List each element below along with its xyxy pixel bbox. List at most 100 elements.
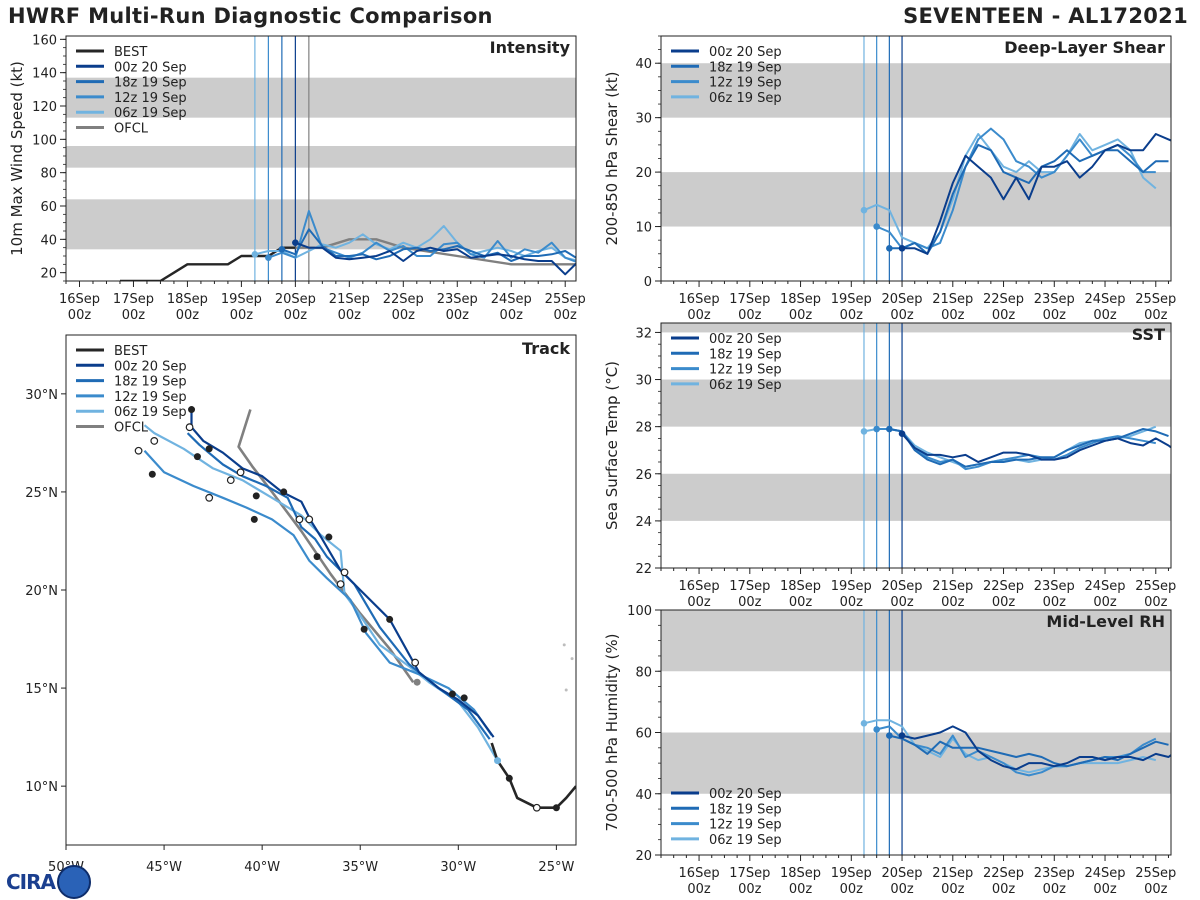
y-tick-label: 32 <box>635 326 652 341</box>
track-dot-closed <box>280 488 288 496</box>
init-marker-12z-19-Sep <box>873 425 880 433</box>
legend-label: OFCL <box>114 421 149 436</box>
track-dot-open <box>236 468 245 477</box>
series-line-12z-19-Sep <box>268 210 576 263</box>
y-tick-label: 60 <box>635 727 652 742</box>
panel-title: Mid-Level RH <box>1046 612 1165 631</box>
track-dot-open <box>185 423 194 432</box>
island-speck <box>562 643 566 647</box>
y-tick-label: 24 <box>635 515 652 530</box>
panel-intensity: 16Sep 00z 17Sep 00z 18Sep 00z 19Sep 00z 20Sep 00z… <box>8 33 586 323</box>
x-tick-label: 18Sep 00z <box>780 866 821 897</box>
x-tick-label: 25Sep 00z <box>545 292 586 323</box>
track-dot-closed <box>193 453 201 461</box>
track-dot-closed <box>313 553 321 561</box>
init-marker-12z-19-Sep <box>873 223 880 230</box>
x-tick-label: 23Sep 00z <box>437 292 478 323</box>
init-marker-18z-19-Sep <box>886 245 893 252</box>
figure-title-left: HWRF Multi-Run Diagnostic Comparison <box>8 4 493 28</box>
cira-logo-text: CIRA <box>6 870 56 894</box>
x-tick-label: 17Sep 00z <box>729 579 770 610</box>
series-line-18z-19-Sep <box>889 734 1169 768</box>
legend-label: 00z 20 Sep <box>114 60 187 75</box>
x-tick-label: 23Sep 00z <box>1034 866 1075 897</box>
y-axis-label: Sea Surface Temp (°C) <box>603 361 621 530</box>
track-dot-open <box>532 803 541 812</box>
y-tick-label: 120 <box>32 100 57 115</box>
x-tick-label: 17Sep 00z <box>729 866 770 897</box>
x-tick-label: 16Sep 00z <box>679 292 720 323</box>
x-tick-label: 24Sep 00z <box>1085 866 1126 897</box>
track-dot-closed <box>505 774 513 782</box>
panel-track: 50°W45°W40°W35°W30°W25°W10°N15°N20°N25°N… <box>25 334 577 875</box>
x-tick-label: 24Sep 00z <box>1085 292 1126 323</box>
x-tick-label: 24Sep 00z <box>1085 579 1126 610</box>
x-tick-label: 20Sep 00z <box>882 292 923 323</box>
track-dot-open <box>226 476 235 485</box>
track-dot-open <box>305 515 314 524</box>
x-tick-label: 25Sep 00z <box>1135 292 1176 323</box>
legend-label: 12z 19 Sep <box>114 91 187 106</box>
legend-label: 18z 19 Sep <box>114 375 187 390</box>
y-tick-label: 30 <box>635 374 652 389</box>
init-marker-00z-20-Sep <box>292 239 299 246</box>
shaded-band-0 <box>661 473 1171 521</box>
y-tick-label: 28 <box>635 421 652 436</box>
legend-label: 18z 19 Sep <box>114 76 187 91</box>
x-tick-label: 18Sep 00z <box>167 292 208 323</box>
legend-label: 00z 20 Sep <box>114 359 187 374</box>
track-init-marker <box>494 757 502 765</box>
series-line-00z-20-Sep <box>901 433 1171 463</box>
legend-label: 06z 19 Sep <box>709 91 782 106</box>
init-marker-18z-19-Sep <box>278 246 286 253</box>
y-tick-label: 10 <box>635 221 652 236</box>
init-marker-06z-19-Sep <box>860 720 868 727</box>
island-speck <box>564 688 568 692</box>
legend-label: 18z 19 Sep <box>709 60 782 75</box>
panel-title: Intensity <box>490 38 571 57</box>
x-tick-label: 23Sep 00z <box>1034 292 1075 323</box>
shaded-band-0 <box>66 199 576 250</box>
x-tick-label: 21Sep 00z <box>329 292 370 323</box>
series-line-06z-19-Sep <box>863 133 1157 250</box>
y-axis-label: 10m Max Wind Speed (kt) <box>8 61 26 256</box>
track-dot-closed <box>448 690 456 698</box>
series-line-18z-19-Sep <box>889 143 1169 255</box>
x-tick-label: 35°W <box>342 860 378 875</box>
legend-label: 12z 19 Sep <box>114 390 187 405</box>
x-tick-label: 18Sep 00z <box>780 292 821 323</box>
series-line-06z-19-Sep <box>863 719 1157 774</box>
x-tick-label: 16Sep 00z <box>59 292 100 323</box>
x-tick-label: 30°W <box>440 860 476 875</box>
cira-globe-icon <box>57 865 91 899</box>
x-tick-label: 40°W <box>244 860 280 875</box>
init-marker-00z-20-Sep <box>898 245 906 252</box>
init-marker-18z-19-Sep <box>886 732 893 739</box>
legend-label: 06z 19 Sep <box>709 378 782 393</box>
track-dot-closed <box>460 694 468 702</box>
x-tick-label: 18Sep 00z <box>780 579 821 610</box>
legend-label: BEST <box>114 344 147 359</box>
shaded-band-2 <box>66 77 576 118</box>
y-tick-label: 25°N <box>25 486 58 501</box>
track-dot-closed <box>325 533 333 541</box>
init-marker-06z-19-Sep <box>860 206 868 214</box>
track-line-00z-20-Sep <box>190 409 495 738</box>
y-tick-label: 60 <box>40 200 57 215</box>
legend-label: 00z 20 Sep <box>709 45 782 60</box>
x-tick-label: 19Sep 00z <box>831 579 872 610</box>
y-tick-label: 15°N <box>25 682 58 697</box>
x-tick-label: 19Sep 00z <box>221 292 262 323</box>
x-tick-label: 22Sep 00z <box>383 292 424 323</box>
legend-label: 00z 20 Sep <box>709 787 782 802</box>
shaded-band-1 <box>661 63 1171 118</box>
shaded-band-1 <box>66 146 576 168</box>
y-tick-label: 100 <box>627 604 652 619</box>
series-line-18z-19-Sep <box>281 228 576 262</box>
y-tick-label: 10°N <box>25 780 58 795</box>
plot-frame <box>660 322 1172 569</box>
series-line-00z-20-Sep <box>901 725 1171 771</box>
